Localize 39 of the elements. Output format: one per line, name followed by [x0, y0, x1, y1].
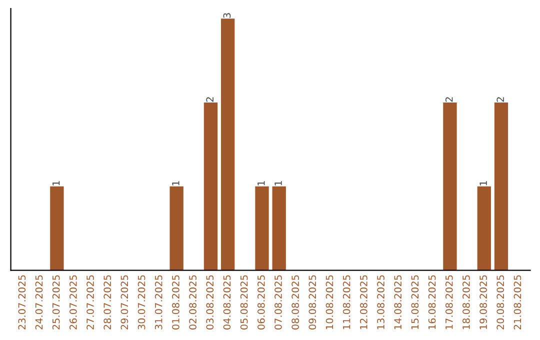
x-tick-label: 24.07.2025	[35, 275, 43, 330]
data-label: 1	[172, 181, 180, 186]
x-tick-label: 07.08.2025	[274, 275, 282, 330]
x-tick-label: 14.08.2025	[394, 275, 402, 330]
data-label: 2	[445, 97, 453, 102]
x-tick-label: 20.08.2025	[496, 275, 504, 330]
x-tick-label: 11.08.2025	[342, 275, 350, 330]
x-tick-label: 30.07.2025	[138, 275, 146, 330]
data-label: 1	[274, 181, 282, 186]
data-label: 3	[223, 13, 231, 18]
x-tick-label: 10.08.2025	[326, 275, 334, 330]
x-tick-label: 04.08.2025	[223, 275, 231, 330]
x-tick-label: 16.08.2025	[428, 275, 436, 330]
x-tick-label: 02.08.2025	[189, 275, 196, 330]
x-tick-label: 25.07.2025	[52, 275, 60, 330]
x-tick-label: 15.08.2025	[411, 275, 419, 330]
x-tick-label: 06.08.2025	[257, 275, 265, 330]
data-label: 2	[496, 97, 504, 102]
x-tick-label: 23.07.2025	[18, 275, 26, 330]
x-tick-label: 05.08.2025	[240, 275, 248, 330]
data-label: 2	[206, 97, 214, 102]
x-tick-label: 26.07.2025	[69, 275, 77, 330]
x-tick-label: 27.07.2025	[86, 275, 94, 330]
x-tick-label: 29.07.2025	[120, 275, 128, 330]
x-tick-label: 19.08.2025	[480, 275, 487, 330]
x-tick-label: 01.08.2025	[172, 275, 180, 330]
x-tick-label: 18.08.2025	[462, 275, 470, 330]
data-label: 1	[480, 181, 487, 186]
data-label: 1	[258, 181, 265, 186]
x-tick-label: 28.07.2025	[104, 275, 112, 330]
x-tick-label: 17.08.2025	[445, 275, 453, 330]
x-tick-label: 21.08.2025	[514, 275, 522, 330]
data-label: 1	[52, 181, 60, 186]
x-tick-label: 12.08.2025	[360, 275, 368, 330]
x-tick-label: 31.07.2025	[154, 275, 162, 330]
x-tick-label: 08.08.2025	[292, 275, 299, 330]
x-tick-label: 03.08.2025	[206, 275, 214, 330]
x-tick-label: 13.08.2025	[377, 275, 384, 330]
x-tick-label: 09.08.2025	[308, 275, 316, 330]
